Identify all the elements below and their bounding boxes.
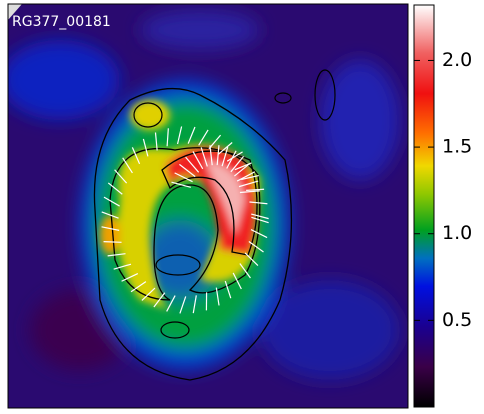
- vector: [241, 174, 259, 181]
- vector: [114, 169, 128, 184]
- vector: [230, 155, 245, 173]
- vector: [130, 281, 147, 293]
- vector: [141, 287, 156, 301]
- vector: [101, 226, 120, 231]
- map-image: RG377_00181: [8, 4, 408, 408]
- vector: [166, 295, 176, 312]
- vector: [239, 190, 260, 194]
- vector: [239, 263, 251, 279]
- vector: [216, 145, 220, 166]
- vector: [244, 252, 259, 267]
- vector: [248, 241, 264, 253]
- vector: [176, 126, 183, 145]
- vector: [236, 171, 256, 182]
- vector: [179, 163, 196, 178]
- vector: [192, 295, 197, 314]
- vector: [215, 287, 220, 306]
- vector: [192, 151, 204, 170]
- colorbar: [413, 4, 435, 408]
- vector: [131, 147, 141, 165]
- vector: [171, 181, 191, 188]
- tick-label: 2.0: [442, 49, 472, 71]
- vector: [251, 213, 269, 220]
- vector: [154, 132, 158, 151]
- vector: [142, 138, 149, 157]
- vector: [226, 150, 237, 169]
- vector: [174, 172, 193, 183]
- vector: [103, 196, 120, 207]
- vector: [187, 126, 196, 144]
- vector: [251, 216, 269, 224]
- vector: [249, 201, 268, 205]
- tick-label: 1.5: [442, 136, 472, 158]
- vector: [179, 296, 187, 314]
- vector: [221, 146, 229, 167]
- vector: [250, 229, 268, 239]
- vector: [238, 180, 259, 188]
- vector: [208, 134, 222, 150]
- vector: [107, 182, 123, 195]
- tick-label: 0.5: [442, 309, 472, 331]
- vector: [103, 241, 122, 243]
- vector: [121, 273, 139, 282]
- vector: [185, 156, 200, 173]
- vector: [234, 162, 251, 177]
- vector: [107, 253, 126, 257]
- vector: [198, 129, 209, 146]
- vector: [153, 292, 166, 308]
- tick-label: 1.0: [442, 222, 472, 244]
- vector: [113, 263, 132, 270]
- vector: [200, 147, 208, 167]
- vector: [218, 142, 233, 155]
- vector: [226, 151, 243, 162]
- vector: [166, 128, 169, 147]
- vector: [122, 157, 133, 174]
- vector: [224, 280, 232, 299]
- image-label: RG377_00181: [12, 14, 111, 30]
- vector: [101, 211, 119, 219]
- vector: [246, 188, 265, 191]
- vector: [209, 145, 213, 166]
- vector: [232, 272, 242, 290]
